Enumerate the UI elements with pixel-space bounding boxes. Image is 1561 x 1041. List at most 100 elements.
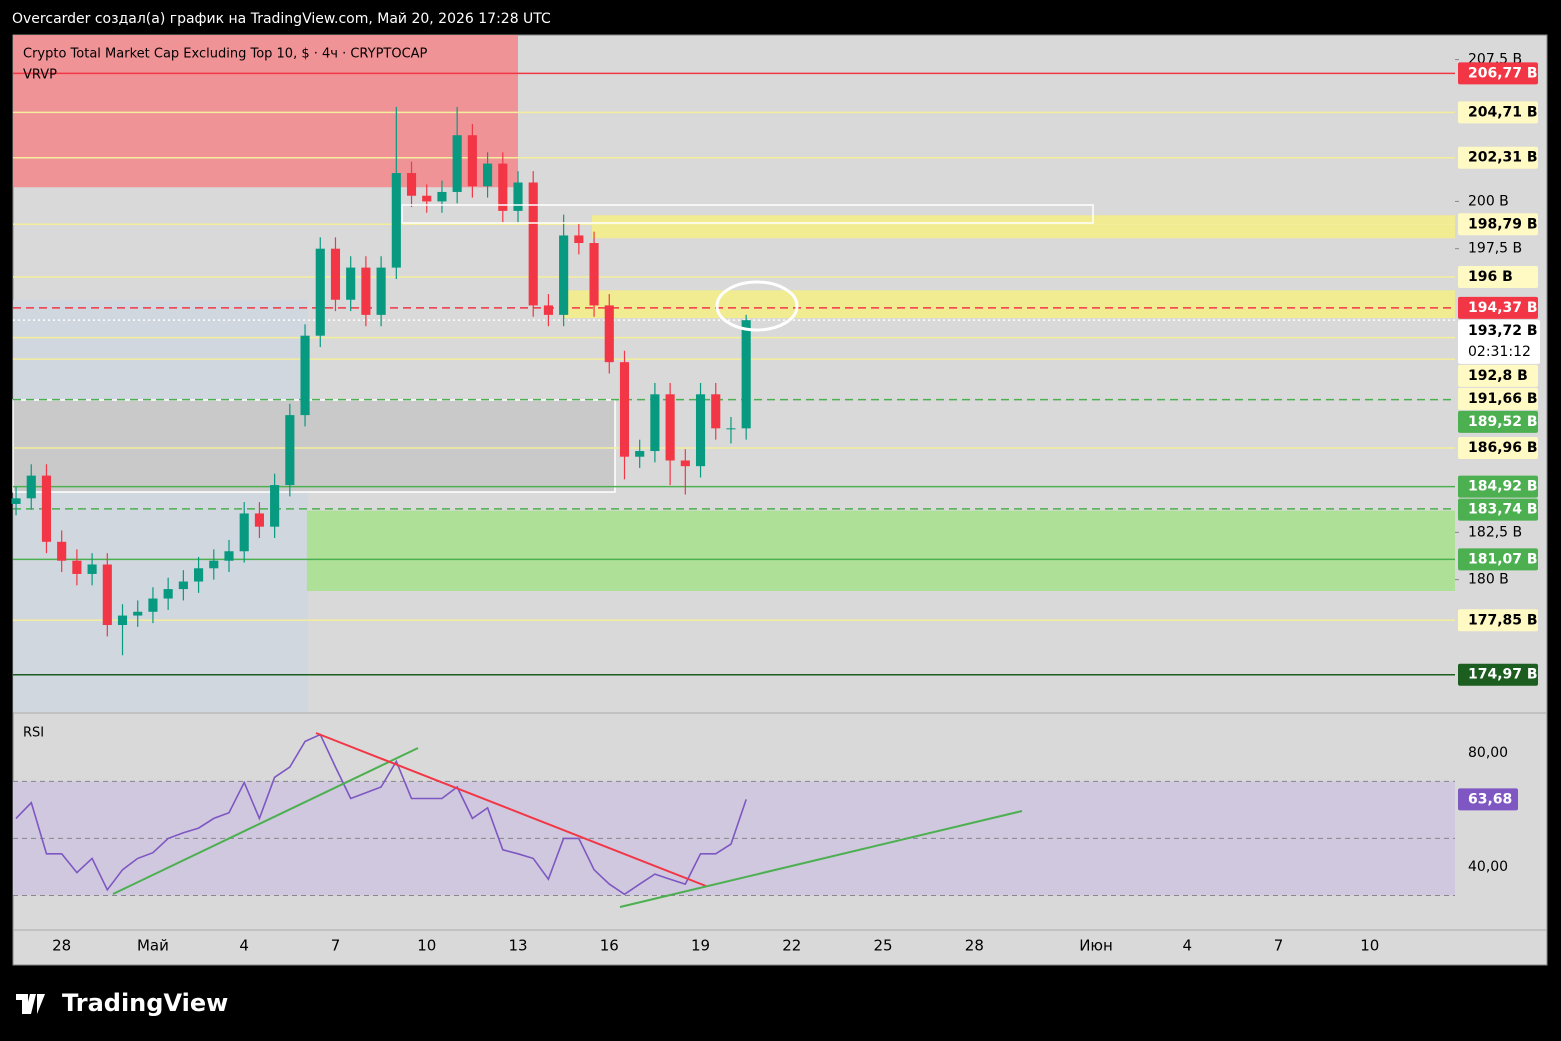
logo-mark	[16, 994, 45, 1014]
rsi-tag	[1458, 788, 1518, 811]
price-tag	[1458, 387, 1538, 410]
trend-line	[315, 732, 707, 887]
candle-body	[680, 460, 690, 467]
x-tick-label: 10	[1360, 937, 1379, 955]
candle-body	[239, 513, 249, 552]
candle-body	[270, 485, 280, 527]
candle-body	[528, 182, 538, 306]
price-tag	[1458, 548, 1538, 571]
y-tick-label: 200 B	[1468, 193, 1509, 209]
candle-body	[11, 498, 21, 504]
candle-body	[148, 598, 158, 612]
x-tick-label: 7	[1274, 937, 1284, 955]
candle-body	[604, 305, 614, 363]
countdown: 02:31:12	[1468, 344, 1531, 360]
rsi-title: RSI	[23, 726, 44, 741]
candle-body	[194, 568, 204, 582]
x-tick-label: 10	[417, 937, 436, 955]
price-tag-label: 174,97 B	[1468, 667, 1538, 683]
candle-body	[102, 564, 112, 626]
price-tag-label: 189,52 B	[1468, 414, 1538, 430]
x-tick-label: 19	[691, 937, 710, 955]
y-tick-label: 80,00	[1468, 745, 1508, 761]
candle-body	[559, 235, 569, 315]
price-tag-label: 198,79 B	[1468, 216, 1538, 232]
candle-body	[483, 163, 493, 187]
candle-body	[163, 589, 173, 599]
candle-body	[665, 394, 675, 461]
x-tick-label: 28	[52, 937, 71, 955]
brand: TradingView	[62, 989, 228, 1017]
trend-line	[619, 810, 1023, 908]
candle-body	[635, 451, 645, 457]
candle-body	[87, 564, 97, 574]
x-tick-label: Май	[137, 937, 169, 955]
highlight-circle	[715, 280, 799, 332]
y-tick-label: 182,5 B	[1468, 524, 1522, 540]
y-tick-label: 40,00	[1468, 859, 1508, 875]
price-tag	[1458, 319, 1540, 364]
candle-body	[224, 551, 234, 561]
candle-body	[57, 541, 67, 561]
x-tick-label: 16	[600, 937, 619, 955]
candle-body	[452, 135, 462, 192]
x-tick-label: 4	[239, 937, 249, 955]
candle-body	[467, 135, 477, 187]
candle-body	[41, 475, 52, 542]
candle-body	[133, 611, 143, 616]
candle-body	[726, 428, 736, 430]
candle-body	[209, 560, 219, 569]
candle-body	[437, 191, 447, 202]
indicator-label: VRVP	[23, 68, 57, 83]
caption: Overcarder создал(а) график на TradingVi…	[12, 11, 551, 27]
candle-body	[300, 335, 310, 416]
y-tick-label: 197,5 B	[1468, 241, 1522, 257]
price-tag-label: 184,92 B	[1468, 479, 1538, 495]
x-tick-label: 13	[508, 937, 527, 955]
candle-body	[285, 415, 295, 486]
price-tag-label: 181,07 B	[1468, 551, 1538, 567]
zone	[13, 35, 519, 188]
price-tag-label: 194,37 B	[1468, 300, 1538, 316]
candle-body	[695, 394, 706, 467]
price-tag-label: 177,85 B	[1468, 612, 1538, 628]
candle-body	[315, 248, 325, 336]
x-tick-label: 7	[331, 937, 341, 955]
candle-body	[346, 267, 356, 300]
candle-body	[741, 320, 751, 429]
price-tag	[1458, 364, 1538, 387]
candle-body	[543, 305, 553, 315]
zone	[563, 290, 1455, 319]
x-tick-label: 25	[874, 937, 893, 955]
candle-body	[619, 362, 630, 457]
range-box	[401, 204, 1094, 224]
price-tag	[1458, 475, 1538, 498]
candle-body	[26, 475, 36, 499]
x-tick-label: 4	[1183, 937, 1193, 955]
price-tag-label: 204,71 B	[1468, 104, 1538, 120]
candle-body	[361, 267, 371, 315]
candle-body	[376, 267, 386, 315]
price-tag	[1458, 213, 1538, 236]
candle-body	[72, 560, 82, 574]
candle-body	[330, 248, 341, 300]
candle-body	[254, 513, 264, 527]
vrvp-box	[12, 399, 616, 493]
candle-body	[406, 173, 417, 196]
price-tag-label: 206,77 B	[1468, 65, 1538, 81]
candle-body	[178, 581, 188, 590]
candle-body	[117, 615, 128, 626]
zone	[306, 510, 1455, 591]
price-tag	[1458, 498, 1538, 521]
price-tag	[1458, 62, 1538, 85]
price-tag-label: 192,8 B	[1468, 368, 1528, 384]
candle-body	[391, 173, 401, 268]
rsi-line	[15, 733, 747, 896]
price-tag-label: 183,74 B	[1468, 502, 1538, 518]
price-tag-label: 196 B	[1468, 269, 1513, 285]
price-tag-label: 193,72 B	[1468, 323, 1538, 339]
y-tick-label: 180 B	[1468, 572, 1509, 588]
candle-body	[513, 182, 523, 211]
candle-body	[650, 394, 660, 452]
